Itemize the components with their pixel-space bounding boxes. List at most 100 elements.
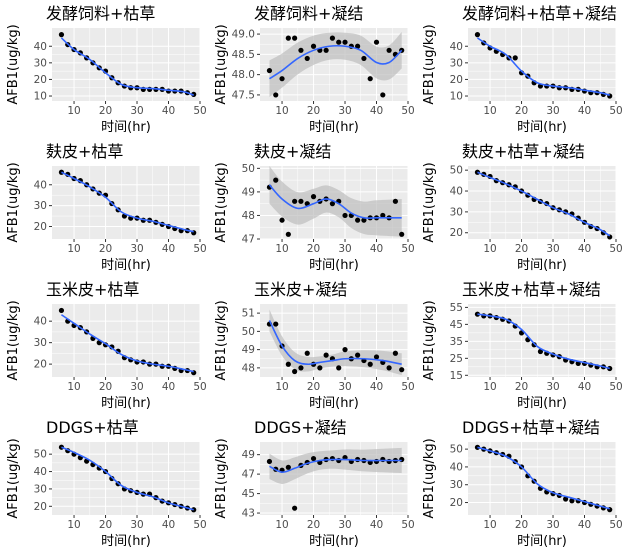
x-tick-label: 10 — [67, 381, 80, 393]
x-tick-label: 40 — [370, 105, 383, 117]
y-tick-label: 30 — [450, 57, 463, 69]
y-tick-label: 48.0 — [232, 69, 255, 81]
data-point — [474, 311, 481, 317]
y-tick-label: 20 — [450, 497, 463, 509]
y-tick-label: 40 — [450, 186, 463, 198]
data-point — [273, 177, 279, 183]
data-point — [355, 43, 361, 49]
y-tick-label: 50 — [242, 163, 255, 175]
x-tick-label: 20 — [515, 381, 528, 393]
x-axis-label: 时间(hr) — [101, 534, 151, 549]
x-tick-label: 20 — [99, 243, 112, 255]
y-axis-label: AFB1(ug/kg) — [6, 162, 21, 242]
y-axis-label: AFB1(ug/kg) — [214, 24, 229, 104]
y-tick-label: 20 — [34, 359, 47, 371]
x-tick-label: 50 — [401, 243, 414, 255]
x-tick-label: 50 — [193, 243, 206, 255]
data-point — [336, 39, 342, 45]
x-tick-label: 30 — [130, 381, 143, 393]
data-point — [355, 352, 361, 358]
x-tick-label: 50 — [401, 381, 414, 393]
data-point — [342, 347, 348, 353]
x-tick-label: 10 — [67, 243, 80, 255]
y-tick-label: 49.0 — [232, 29, 255, 41]
data-point — [58, 32, 65, 38]
y-axis-label: AFB1(ug/kg) — [422, 162, 437, 242]
y-axis-label: AFB1(ug/kg) — [214, 300, 229, 380]
y-tick-label: 50 — [450, 165, 463, 177]
y-tick-label: 50 — [34, 449, 47, 461]
x-tick-label: 10 — [483, 519, 496, 531]
x-tick-label: 10 — [67, 519, 80, 531]
y-tick-label: 15 — [450, 370, 463, 382]
chart-panel: 10 20 30 40 50 20 30 40 50 DDGS+枯草+凝结 时间(hr) AFB1(u… — [416, 414, 623, 549]
y-axis-label: AFB1(ug/kg) — [422, 438, 437, 518]
x-tick-label: 10 — [275, 243, 288, 255]
data-point — [329, 35, 336, 41]
x-tick-label: 40 — [578, 519, 591, 531]
y-tick-label: 40 — [34, 41, 47, 53]
y-tick-label: 20 — [34, 501, 47, 513]
y-tick-label: 10 — [34, 91, 47, 103]
plot-background — [468, 28, 616, 101]
y-tick-label: 20 — [34, 74, 47, 86]
y-tick-label: 30 — [34, 337, 47, 349]
data-point — [279, 76, 285, 82]
smooth-line — [477, 313, 610, 370]
chart-panel: 10 20 30 40 50 47 48 49 50 麸皮+凝结 时间(hr) AFB1(ug/kg) — [208, 138, 415, 273]
y-axis-label: AFB1(ug/kg) — [6, 24, 21, 104]
y-tick-label: 50 — [242, 326, 255, 338]
data-point — [399, 231, 405, 237]
y-tick-label: 48.5 — [232, 49, 255, 61]
x-axis-label: 时间(hr) — [309, 396, 359, 411]
x-tick-label: 10 — [275, 519, 288, 531]
y-tick-label: 45 — [242, 488, 255, 500]
smooth-line — [60, 37, 194, 96]
panel-title: 麸皮+枯草+凝结 — [462, 142, 585, 161]
x-axis-label: 时间(hr) — [101, 258, 151, 273]
chart-panel: 10 20 30 40 50 20 30 40 50 DDGS+枯草 时间(hr) AFB1(ug/k… — [0, 414, 207, 549]
data-point — [373, 354, 380, 360]
x-tick-label: 40 — [162, 519, 175, 531]
data-point — [563, 496, 569, 502]
x-tick-label: 10 — [67, 105, 80, 117]
data-point — [355, 217, 361, 223]
x-tick-label: 20 — [515, 105, 528, 117]
y-tick-label: 30 — [34, 57, 47, 69]
data-point — [474, 444, 481, 450]
x-tick-label: 50 — [193, 519, 206, 531]
y-tick-label: 30 — [450, 206, 463, 218]
data-point — [279, 217, 285, 223]
data-point — [336, 365, 342, 371]
data-point — [342, 39, 348, 45]
data-point — [310, 43, 317, 49]
data-point — [58, 307, 65, 314]
x-tick-label: 10 — [483, 381, 496, 393]
smooth-line — [61, 446, 194, 511]
x-axis-label: 时间(hr) — [101, 396, 151, 411]
y-tick-label: 49 — [242, 186, 255, 198]
data-point — [58, 169, 65, 175]
x-tick-label: 50 — [609, 105, 622, 117]
x-tick-label: 50 — [609, 381, 622, 393]
x-tick-label: 30 — [130, 519, 143, 531]
x-tick-label: 30 — [338, 243, 351, 255]
panel-title: 麸皮+枯草 — [46, 142, 123, 161]
x-tick-label: 40 — [370, 519, 383, 531]
data-point — [292, 368, 298, 375]
data-point — [285, 361, 291, 367]
y-tick-label: 30 — [450, 479, 463, 491]
data-point — [266, 458, 273, 465]
x-tick-label: 30 — [130, 105, 143, 117]
panel-title: 发酵饲料+枯草+凝结 — [462, 4, 617, 23]
chart-panel: 10 20 30 40 50 20 30 40 50 麸皮+枯草+凝结 时间(hr) AFB1(ug/… — [416, 138, 623, 273]
smooth-line — [477, 171, 611, 237]
y-tick-label: 45 — [450, 319, 463, 331]
